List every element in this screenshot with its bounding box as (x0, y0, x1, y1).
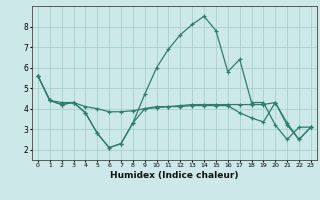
X-axis label: Humidex (Indice chaleur): Humidex (Indice chaleur) (110, 171, 239, 180)
